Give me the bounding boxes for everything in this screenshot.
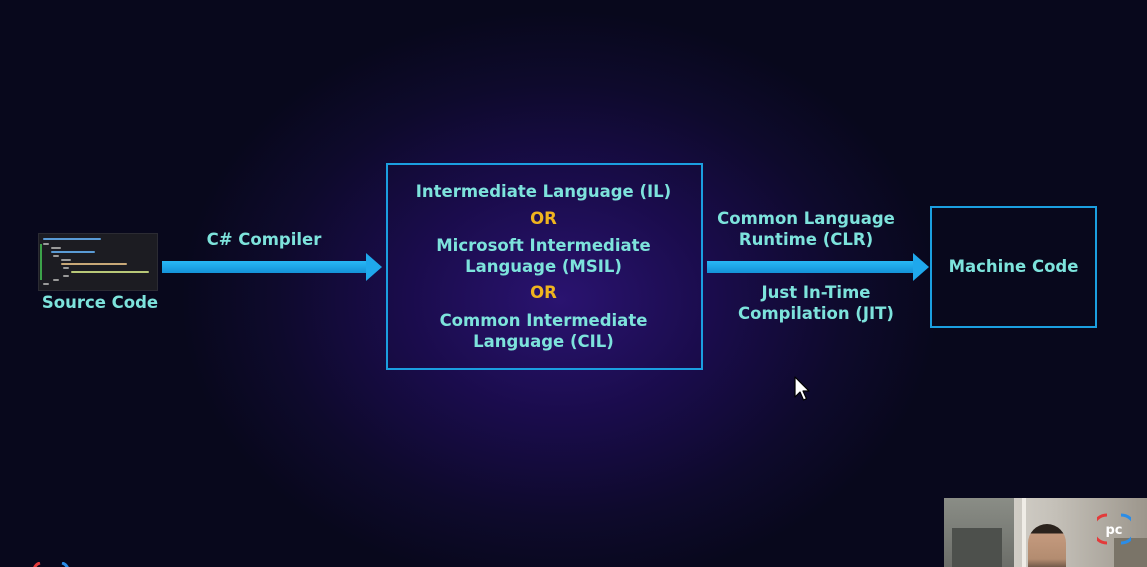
intermediate-language-box	[386, 163, 703, 370]
webcam-feed: pc	[944, 498, 1147, 567]
jit-label-line2: Compilation (JIT)	[738, 304, 894, 323]
jit-arrow	[707, 253, 929, 281]
or-separator-1: OR	[530, 209, 557, 228]
cil-label-line2: Language (CIL)	[473, 332, 614, 351]
il-label: Intermediate Language (IL)	[415, 182, 672, 201]
csharp-compiler-label: C# Compiler	[206, 230, 322, 249]
clr-label-line2: Runtime (CLR)	[738, 230, 874, 249]
msil-label-line2: Language (MSIL)	[465, 257, 622, 276]
machine-code-label: Machine Code	[948, 257, 1079, 276]
mouse-pointer-icon	[794, 376, 810, 406]
msil-label-line1: Microsoft Intermediate	[436, 236, 651, 255]
presenter-silhouette	[1028, 524, 1066, 567]
compile-arrow	[162, 253, 382, 281]
jit-label-line1: Just In-Time	[761, 283, 871, 302]
corner-brand-icon	[30, 557, 74, 567]
clr-label-line1: Common Language	[717, 209, 895, 228]
source-code-label: Source Code	[41, 293, 159, 312]
or-separator-2: OR	[530, 283, 557, 302]
source-code-thumbnail	[38, 233, 158, 291]
svg-text:pc: pc	[1105, 523, 1122, 538]
pc-logo-icon: pc	[1091, 512, 1137, 546]
cil-label-line1: Common Intermediate	[439, 311, 648, 330]
machine-code-box	[930, 206, 1097, 328]
